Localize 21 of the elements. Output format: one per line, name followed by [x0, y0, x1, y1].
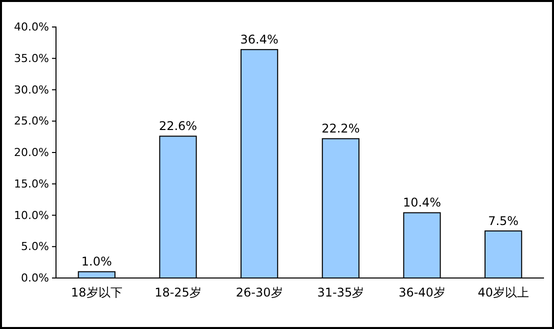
data-label: 1.0% [81, 254, 112, 269]
x-tick-label: 40岁以上 [478, 286, 529, 300]
y-tick-label: 35.0% [14, 52, 49, 65]
data-label: 36.4% [240, 32, 278, 47]
y-tick-label: 15.0% [14, 177, 49, 190]
x-tick-label: 36-40岁 [398, 286, 446, 300]
x-tick-label: 31-35岁 [317, 286, 364, 300]
y-tick-label: 10.0% [14, 208, 49, 222]
data-label: 22.6% [158, 119, 198, 134]
y-tick-label: 5.0% [21, 240, 49, 254]
y-tick-label: 20.0% [14, 146, 49, 160]
data-label: 22.2% [322, 122, 360, 136]
x-tick-label: 18-25岁 [154, 286, 202, 300]
y-tick-label: 25.0% [14, 114, 49, 128]
y-tick-label: 40.0% [14, 20, 49, 34]
x-tick-label: 26-30岁 [236, 286, 283, 300]
x-tick-label: 18岁以下 [71, 286, 122, 300]
data-label: 10.4% [402, 196, 442, 210]
y-tick-label: 30.0% [14, 83, 49, 96]
y-tick-label: 0.0% [21, 272, 49, 285]
data-label: 7.5% [488, 214, 519, 228]
